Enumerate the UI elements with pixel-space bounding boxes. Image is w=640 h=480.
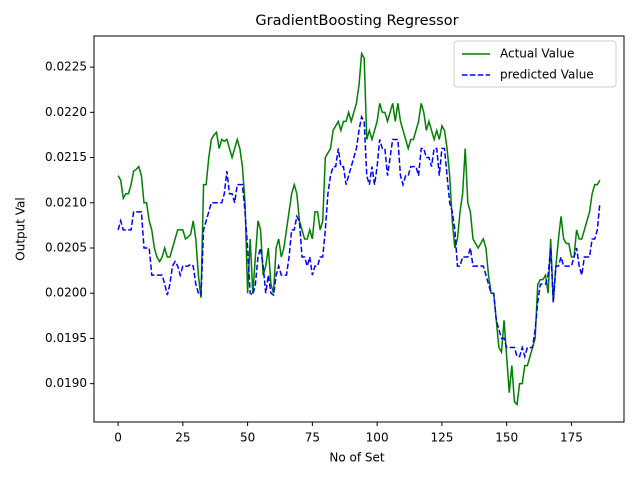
y-tick-label: 0.0205 [45, 240, 87, 254]
x-tick-label: 175 [560, 431, 583, 445]
x-tick-label: 25 [175, 431, 190, 445]
legend-box [453, 40, 617, 88]
y-axis-label: Output Val [14, 197, 28, 260]
y-tick-label: 0.0210 [45, 195, 87, 209]
y-tick-label: 0.0190 [45, 376, 87, 390]
legend-label: predicted Value [500, 68, 594, 82]
x-tick-label: 150 [495, 431, 518, 445]
chart-title: GradientBoosting Regressor [255, 13, 458, 29]
x-tick-label: 75 [305, 431, 320, 445]
data-line [117, 51, 601, 407]
y-tick-label: 0.0195 [45, 331, 87, 345]
data-line [117, 114, 601, 360]
x-tick-label: 125 [430, 431, 453, 445]
x-tick-label: 50 [240, 431, 255, 445]
x-tick-label: 100 [366, 431, 389, 445]
x-axis-label: No of Set [329, 451, 385, 465]
y-tick-label: 0.0215 [45, 150, 87, 164]
legend-label: Actual Value [500, 47, 574, 61]
y-tick-label: 0.0225 [45, 60, 87, 74]
x-tick-label: 0 [114, 431, 122, 445]
y-tick-label: 0.0200 [45, 286, 87, 300]
y-tick-label: 0.0220 [45, 105, 87, 119]
plot-frame [93, 35, 625, 423]
